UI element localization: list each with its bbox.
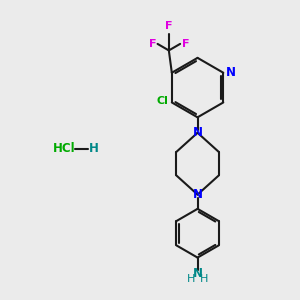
- Text: Cl: Cl: [156, 96, 168, 106]
- Text: H: H: [187, 274, 195, 284]
- Text: HCl: HCl: [52, 142, 75, 155]
- Text: H: H: [88, 142, 98, 155]
- Text: N: N: [193, 126, 202, 139]
- Text: N: N: [226, 66, 236, 79]
- Text: N: N: [193, 267, 202, 280]
- Text: F: F: [182, 39, 189, 49]
- Text: N: N: [193, 188, 202, 201]
- Text: H: H: [200, 274, 208, 284]
- Text: F: F: [165, 20, 172, 31]
- Text: F: F: [148, 39, 156, 49]
